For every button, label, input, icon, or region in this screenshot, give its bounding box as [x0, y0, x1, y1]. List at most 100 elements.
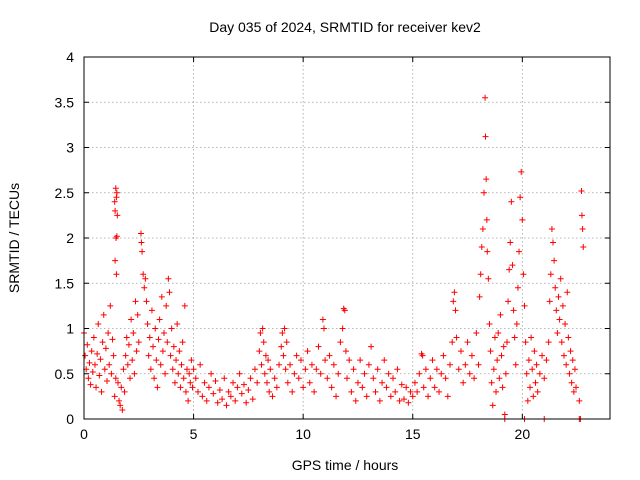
data-point: [383, 384, 390, 391]
data-point: [117, 402, 124, 409]
data-point: [240, 381, 247, 388]
data-point: [510, 307, 517, 314]
data-point: [283, 339, 290, 346]
data-point: [390, 375, 397, 382]
x-axis-label: GPS time / hours: [292, 457, 399, 473]
data-point: [287, 361, 294, 368]
data-point: [128, 316, 135, 323]
data-point: [368, 343, 375, 350]
data-point: [179, 339, 186, 346]
data-point: [94, 350, 101, 357]
data-point: [118, 384, 125, 391]
data-point: [203, 397, 210, 404]
data-point: [112, 257, 119, 264]
data-point: [320, 325, 327, 332]
data-point: [578, 187, 585, 194]
data-point: [157, 361, 164, 368]
data-point: [359, 384, 366, 391]
data-point: [342, 348, 349, 355]
data-point: [539, 352, 546, 359]
data-point: [578, 212, 585, 219]
data-point: [85, 375, 92, 382]
data-point: [546, 298, 553, 305]
data-point: [447, 361, 454, 368]
data-point: [163, 302, 170, 309]
data-point: [548, 225, 555, 232]
data-point: [141, 284, 148, 291]
data-point: [471, 375, 478, 382]
data-point: [429, 357, 436, 364]
data-point: [190, 366, 197, 373]
data-point: [187, 379, 194, 386]
data-point: [468, 352, 475, 359]
data-point: [333, 393, 340, 400]
data-point: [400, 396, 407, 403]
data-point: [453, 334, 460, 341]
data-point: [489, 402, 496, 409]
data-point: [532, 379, 539, 386]
data-points: [81, 94, 587, 422]
data-point: [249, 396, 256, 403]
data-point: [519, 216, 526, 223]
y-axis-label: SRMTID / TECUs: [6, 183, 22, 293]
data-point: [414, 388, 421, 395]
data-point: [579, 225, 586, 232]
data-point: [392, 388, 399, 395]
data-point: [87, 381, 94, 388]
data-point: [476, 293, 483, 300]
data-point: [523, 370, 530, 377]
data-point: [482, 133, 489, 140]
y-tick-label: 3.5: [55, 94, 75, 110]
data-point: [112, 185, 119, 192]
data-point: [256, 348, 263, 355]
data-point: [135, 339, 142, 346]
data-point: [186, 370, 193, 377]
data-point: [547, 271, 554, 278]
data-point: [247, 375, 254, 382]
data-point: [144, 320, 151, 327]
data-point: [493, 388, 500, 395]
data-point: [188, 357, 195, 364]
data-point: [545, 339, 552, 346]
data-point: [566, 370, 573, 377]
data-point: [137, 230, 144, 237]
data-point: [440, 352, 447, 359]
data-point: [113, 189, 120, 196]
data-point: [507, 239, 514, 246]
data-point: [560, 352, 567, 359]
data-point: [494, 357, 501, 364]
data-point: [311, 388, 318, 395]
grid-lines: [84, 57, 610, 419]
data-point: [527, 384, 534, 391]
data-point: [89, 368, 96, 375]
data-point: [565, 334, 572, 341]
data-point: [251, 366, 258, 373]
data-point: [379, 379, 386, 386]
data-point: [127, 375, 134, 382]
data-point: [232, 397, 239, 404]
data-point: [573, 384, 580, 391]
x-tick-label: 15: [405, 426, 421, 442]
data-point: [567, 348, 574, 355]
data-point: [260, 339, 267, 346]
data-point: [483, 176, 490, 183]
data-point: [139, 248, 146, 255]
data-point: [559, 302, 566, 309]
data-point: [513, 320, 520, 327]
data-point: [518, 168, 525, 175]
x-axis-ticks: 0 5 10 15 20: [80, 57, 530, 442]
data-point: [168, 325, 175, 332]
y-tick-label: 1: [66, 321, 74, 337]
data-point: [225, 388, 232, 395]
data-point: [165, 275, 172, 282]
data-point: [88, 348, 95, 355]
data-point: [490, 366, 497, 373]
data-point: [372, 388, 379, 395]
data-point: [530, 393, 537, 400]
data-point: [478, 244, 485, 251]
data-point: [102, 345, 109, 352]
data-point: [564, 289, 571, 296]
data-point: [258, 361, 265, 368]
data-point: [221, 375, 228, 382]
